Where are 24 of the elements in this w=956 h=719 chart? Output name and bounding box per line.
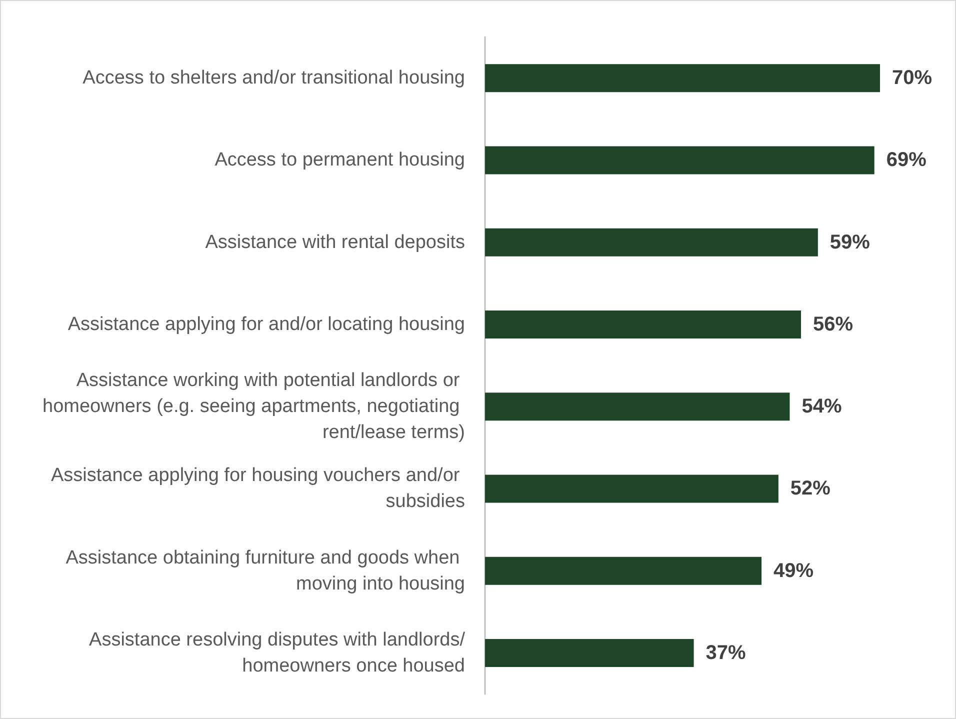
y-tick-label: Assistance applying for housing vouchers and/or subsidies	[50, 465, 465, 512]
bar	[485, 146, 874, 174]
data-label: 59%	[830, 231, 870, 254]
y-tick-label: Assistance resolving disputes with landlords/homeowners once housed	[89, 629, 466, 676]
bar	[485, 310, 801, 338]
y-tick-label: Access to permanent housing	[214, 150, 465, 171]
y-tick-label: Assistance applying for and/or locating housing	[68, 314, 465, 335]
y-tick-label: Assistance with rental deposits	[205, 232, 465, 253]
bar	[485, 556, 762, 585]
bar	[485, 392, 790, 421]
data-label: 37%	[706, 642, 746, 664]
y-tick-label: Access to shelters and/or transitional housing	[82, 68, 465, 89]
y-tick-label: Assistance obtaining furniture and goods when moving into housing	[66, 547, 465, 594]
y-tick-label: Assistance working with potential landlords or homeowners (e.g. seeing apartments, negotiating rent/lease terms)	[42, 370, 465, 444]
data-label: 56%	[813, 313, 854, 336]
data-label: 54%	[802, 396, 842, 418]
bar	[485, 474, 778, 503]
data-label: 69%	[886, 149, 927, 172]
bar	[485, 64, 880, 92]
bar	[485, 638, 694, 667]
data-label: 49%	[774, 560, 814, 582]
bar	[485, 228, 818, 256]
data-label: 52%	[790, 478, 831, 500]
data-label: 70%	[892, 67, 932, 90]
